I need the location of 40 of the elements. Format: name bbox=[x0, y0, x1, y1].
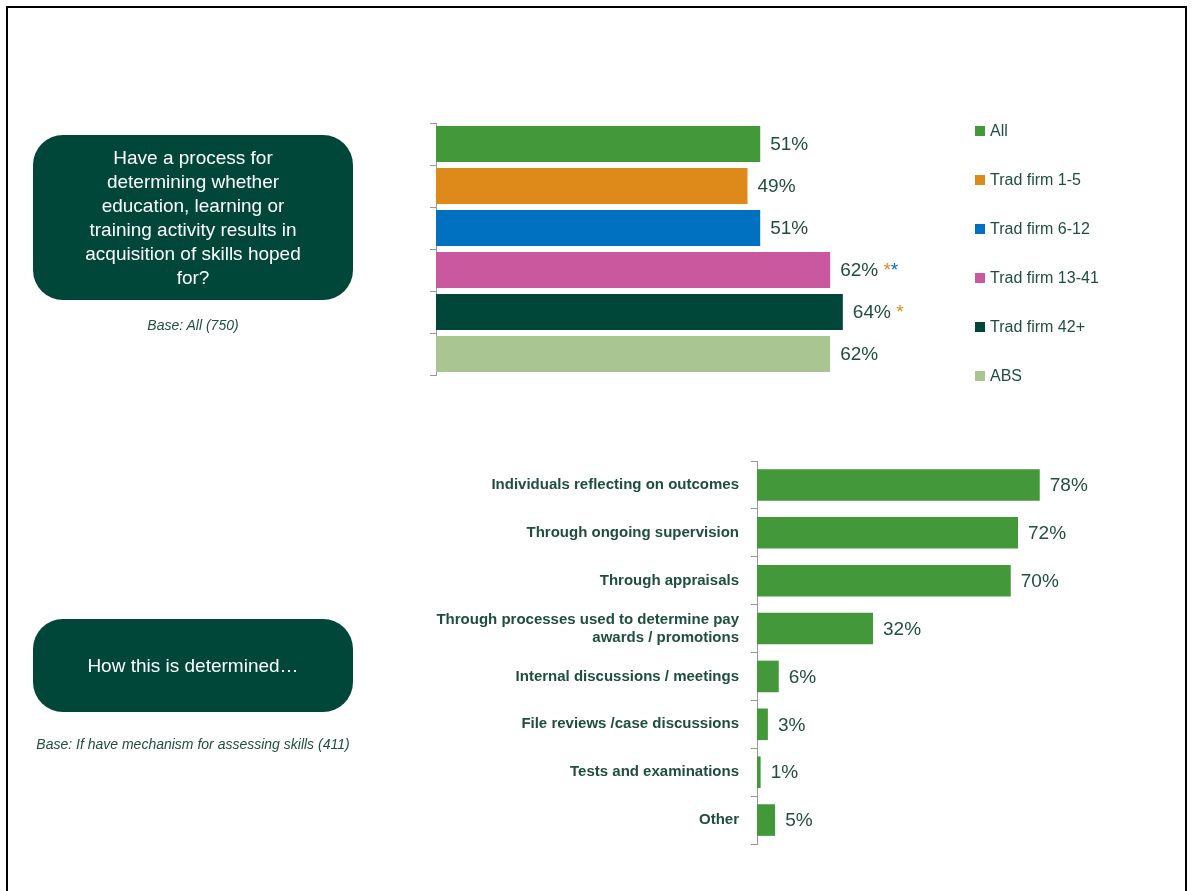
legend-label: Trad firm 1-5 bbox=[989, 171, 1082, 190]
y-tick-label: Tests and examinations bbox=[570, 762, 739, 780]
bar bbox=[757, 756, 761, 788]
data-label: 51% bbox=[770, 217, 809, 239]
bar bbox=[757, 660, 779, 693]
data-label: 72% bbox=[1028, 522, 1067, 544]
y-tick-label: Through appraisals bbox=[599, 570, 739, 588]
text: Base: If have mechanism for assessing skills (411) bbox=[35, 736, 351, 752]
text: Base: All (750) bbox=[146, 317, 240, 333]
data-label: 64% * bbox=[852, 301, 905, 323]
bar bbox=[757, 469, 1040, 501]
data-label: 3% bbox=[777, 713, 806, 735]
bar bbox=[757, 708, 768, 741]
y-tick-label: Through processes used to determine pay awards / promotions bbox=[436, 609, 740, 645]
y-tick-label: Individuals reflecting on outcomes bbox=[491, 475, 739, 493]
legend-label: Trad firm 6-12 bbox=[989, 220, 1091, 239]
bar bbox=[757, 804, 776, 836]
data-label: 6% bbox=[788, 665, 817, 687]
legend-label: Trad firm 13-41 bbox=[989, 269, 1099, 288]
text: How this is determined… bbox=[33, 619, 353, 712]
y-tick-label: Through ongoing supervision bbox=[526, 522, 739, 540]
data-label: 78% bbox=[1049, 474, 1088, 496]
bar bbox=[757, 612, 873, 645]
y-tick-label: File reviews /case discussions bbox=[521, 714, 739, 732]
text: Have a process for determining whether education, learning or training activity results in acquisition of skills hoped for? bbox=[33, 135, 353, 300]
data-label: 5% bbox=[785, 809, 813, 831]
y-tick-label: Other bbox=[698, 810, 740, 828]
data-label: 1% bbox=[770, 761, 799, 783]
data-label: 49% bbox=[757, 175, 796, 197]
legend-label: All bbox=[989, 122, 1009, 141]
data-label: 70% bbox=[1020, 569, 1059, 591]
legend-label: ABS bbox=[989, 367, 1023, 386]
data-label: 62% bbox=[840, 343, 879, 365]
data-label: 62% ** bbox=[840, 259, 899, 281]
data-label: 32% bbox=[883, 617, 922, 639]
bar bbox=[757, 517, 1018, 549]
bar bbox=[757, 564, 1011, 597]
data-label: 51% bbox=[770, 133, 809, 155]
legend-label: Trad firm 42+ bbox=[989, 318, 1086, 337]
y-tick-label: Internal discussions / meetings bbox=[515, 666, 739, 684]
